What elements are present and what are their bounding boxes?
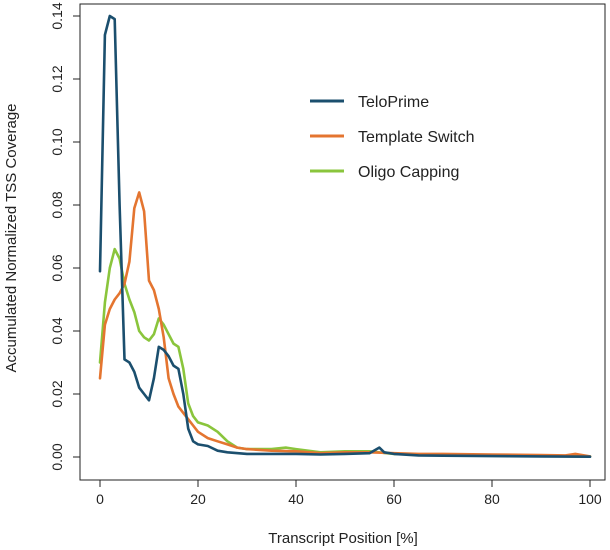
plot-frame xyxy=(79,3,606,481)
y-tick-label: 0.14 xyxy=(49,2,65,29)
y-axis-title: Accumulated Normalized TSS Coverage xyxy=(3,103,20,372)
y-tick-label: 0.02 xyxy=(49,380,65,407)
plot-frame-group xyxy=(79,3,606,481)
series-line-template-switch xyxy=(98,191,592,458)
y-tick-label: 0.12 xyxy=(49,65,65,92)
x-tick-label: 40 xyxy=(288,491,304,507)
series-lines xyxy=(98,14,592,459)
y-tick-label: 0.08 xyxy=(49,191,65,218)
x-tick-label: 0 xyxy=(96,491,104,507)
x-tick-label: 80 xyxy=(484,491,500,507)
y-tick-label: 0.04 xyxy=(49,317,65,344)
x-axis: 0 20 40 60 80 100 xyxy=(96,479,602,507)
series-line-oligo-capping xyxy=(98,247,592,458)
x-tick-label: 20 xyxy=(190,491,206,507)
y-tick-label: 0.06 xyxy=(49,254,65,281)
x-tick-label: 60 xyxy=(386,491,402,507)
series-line-teloprime xyxy=(98,14,592,459)
y-tick-label: 0.10 xyxy=(49,128,65,155)
legend: TeloPrime Template Switch Oligo Capping xyxy=(310,94,475,181)
legend-label-teloprime: TeloPrime xyxy=(358,94,429,111)
y-axis: 0.00 0.02 0.04 0.06 0.08 0.10 0.12 0.14 xyxy=(49,2,80,471)
y-tick-label: 0.00 xyxy=(49,443,65,470)
legend-label-template-switch: Template Switch xyxy=(358,129,475,146)
x-tick-label: 100 xyxy=(578,491,602,507)
legend-label-oligo-capping: Oligo Capping xyxy=(358,164,459,181)
x-axis-title: Transcript Position [%] xyxy=(268,530,418,547)
